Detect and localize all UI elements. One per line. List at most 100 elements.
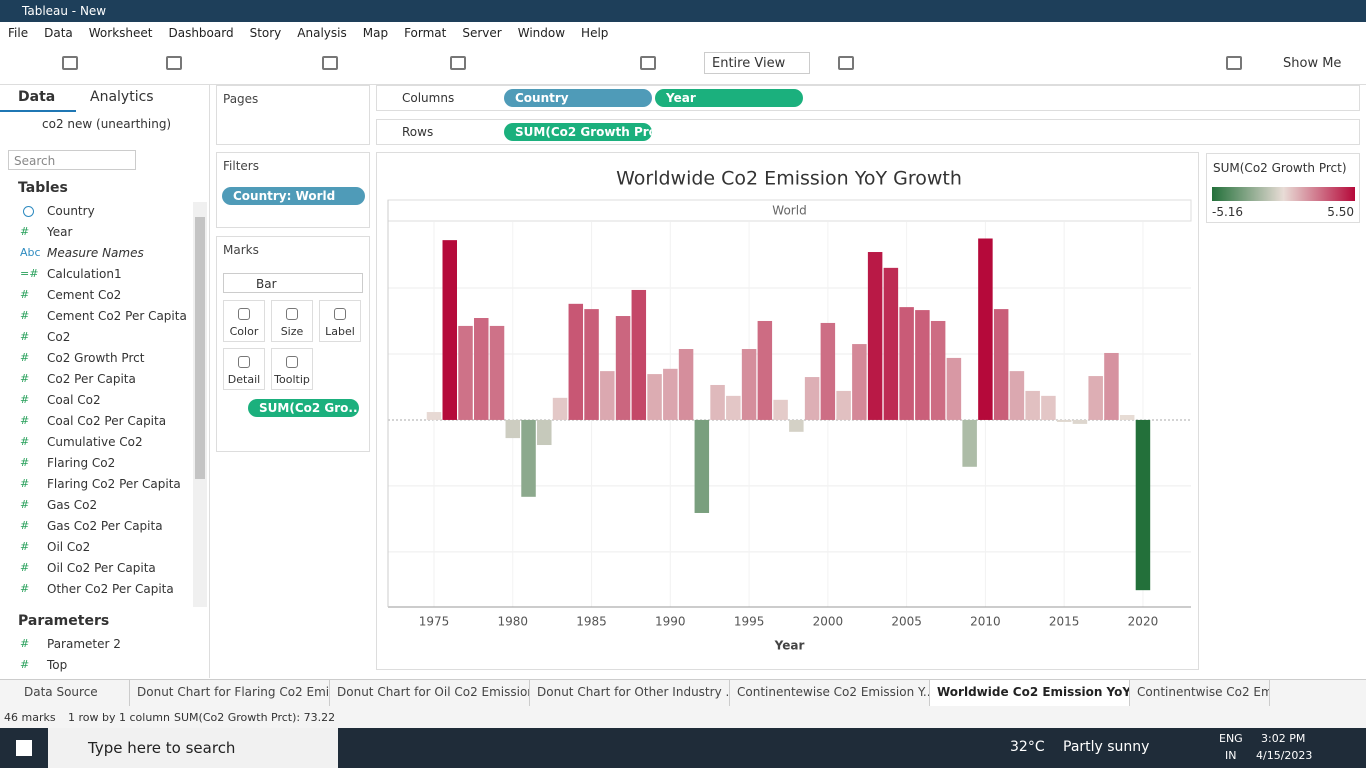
bar[interactable] xyxy=(820,322,836,420)
mark-type-dropdown[interactable]: Bar xyxy=(223,273,363,293)
mark-button[interactable]: Label xyxy=(319,300,361,342)
scrollbar[interactable] xyxy=(193,202,207,607)
shelf-pill[interactable]: Country xyxy=(504,89,652,107)
bar[interactable] xyxy=(930,320,946,420)
bar[interactable] xyxy=(726,395,741,420)
filter-pill[interactable]: Country: World xyxy=(222,187,365,205)
analytics-tab[interactable]: Analytics xyxy=(90,89,154,105)
bar[interactable] xyxy=(426,412,442,420)
bar[interactable] xyxy=(915,310,930,420)
mark-button[interactable]: Color xyxy=(223,300,265,342)
bar[interactable] xyxy=(804,377,820,420)
bar[interactable] xyxy=(1104,352,1119,420)
bar[interactable] xyxy=(552,397,568,420)
bar[interactable] xyxy=(962,419,977,467)
swap-icon[interactable] xyxy=(450,56,466,70)
field[interactable]: # Other Co2 Per Capita xyxy=(0,580,190,600)
field[interactable]: # Flaring Co2 xyxy=(0,454,190,474)
menu-item[interactable]: Map xyxy=(362,26,389,40)
bar[interactable] xyxy=(1072,419,1088,424)
shelf-pill[interactable]: Year xyxy=(655,89,803,107)
field[interactable]: # Top xyxy=(0,656,190,676)
bar[interactable] xyxy=(946,357,962,420)
menu-item[interactable]: Dashboard xyxy=(168,26,234,40)
field[interactable]: Abc Measure Names xyxy=(0,244,190,264)
bar[interactable] xyxy=(489,325,505,420)
save-icon[interactable] xyxy=(166,56,182,70)
color-pill[interactable]: SUM(Co2 Gro.. xyxy=(248,399,359,417)
field[interactable]: Country xyxy=(0,202,190,222)
bar[interactable] xyxy=(1135,419,1151,591)
field[interactable]: =# Calculation1 xyxy=(0,265,190,285)
bar[interactable] xyxy=(584,309,599,420)
label-icon[interactable] xyxy=(640,56,656,70)
field[interactable]: # Coal Co2 xyxy=(0,391,190,411)
field[interactable]: # Gas Co2 Per Capita xyxy=(0,517,190,537)
menu-item[interactable]: File xyxy=(8,26,29,40)
menu-item[interactable]: Format xyxy=(404,26,447,40)
menu-item[interactable]: Help xyxy=(581,26,609,40)
menu-item[interactable]: Data xyxy=(44,26,73,40)
bar[interactable] xyxy=(978,238,993,420)
mark-button[interactable]: Detail xyxy=(223,348,265,390)
field[interactable]: # Cumulative Co2 xyxy=(0,433,190,453)
bar[interactable] xyxy=(615,316,631,420)
scroll-thumb[interactable] xyxy=(195,217,205,479)
bar[interactable] xyxy=(883,267,899,420)
bar[interactable] xyxy=(568,303,584,420)
menu-item[interactable]: Worksheet xyxy=(88,26,153,40)
field[interactable]: # Parameter 2 xyxy=(0,635,190,655)
language[interactable]: ENG xyxy=(1219,732,1243,745)
bar[interactable] xyxy=(647,374,662,420)
bar[interactable] xyxy=(899,307,914,420)
bar[interactable] xyxy=(505,419,521,439)
undo-icon[interactable] xyxy=(62,56,78,70)
bar[interactable] xyxy=(741,349,757,420)
bar[interactable] xyxy=(458,325,473,420)
fit-dropdown[interactable]: Entire View xyxy=(704,52,810,74)
bar[interactable] xyxy=(1056,419,1072,422)
bar[interactable] xyxy=(442,240,458,420)
field[interactable]: # Gas Co2 xyxy=(0,496,190,516)
menu-item[interactable]: Story xyxy=(249,26,282,40)
bar[interactable] xyxy=(631,289,647,420)
bar[interactable] xyxy=(1119,414,1135,420)
bar[interactable] xyxy=(836,390,851,420)
menu-item[interactable]: Analysis xyxy=(297,26,347,40)
clock-time[interactable]: 3:02 PM xyxy=(1261,732,1306,745)
bar[interactable] xyxy=(537,419,552,446)
bar[interactable] xyxy=(1088,376,1103,420)
chart-icon[interactable] xyxy=(838,56,854,70)
bar[interactable] xyxy=(757,320,773,420)
bar[interactable] xyxy=(474,318,489,420)
start-button[interactable] xyxy=(16,740,32,756)
sheet-tab[interactable]: Donut Chart for Oil Co2 Emission xyxy=(330,680,530,706)
show-me[interactable]: Show Me xyxy=(1283,56,1342,71)
bar[interactable] xyxy=(852,344,867,420)
bar[interactable] xyxy=(521,419,536,497)
bar[interactable] xyxy=(694,419,710,513)
bar[interactable] xyxy=(867,252,883,420)
bar[interactable] xyxy=(600,371,615,420)
field[interactable]: # Year xyxy=(0,223,190,243)
sheet-tab[interactable]: Data Source xyxy=(0,680,130,706)
field[interactable]: # Cement Co2 Per Capita xyxy=(0,307,190,327)
menu-item[interactable]: Server xyxy=(462,26,502,40)
field[interactable]: # Oil Co2 Per Capita xyxy=(0,559,190,579)
search-box[interactable]: Search xyxy=(8,150,136,170)
datasource[interactable]: co2 new (unearthing) xyxy=(42,117,172,131)
sheet-tab[interactable]: Worldwide Co2 Emission YoY ... xyxy=(930,680,1130,706)
pin-icon[interactable] xyxy=(1226,56,1242,70)
field[interactable]: # Flaring Co2 Per Capita xyxy=(0,475,190,495)
bar[interactable] xyxy=(1025,390,1040,420)
sheet-tab[interactable]: Continentwise Co2 Emission Per Capit xyxy=(1130,680,1270,706)
bar[interactable] xyxy=(710,384,725,420)
bar[interactable] xyxy=(678,349,694,420)
bar[interactable] xyxy=(663,368,678,420)
sheet-tab[interactable]: Continentewise Co2 Emission Y... xyxy=(730,680,930,706)
bar[interactable] xyxy=(1041,395,1056,420)
field[interactable]: # Coal Co2 Per Capita xyxy=(0,412,190,432)
field[interactable]: # Co2 Per Capita xyxy=(0,370,190,390)
mark-button[interactable]: Tooltip xyxy=(271,348,313,390)
field[interactable]: # Co2 Growth Prct xyxy=(0,349,190,369)
